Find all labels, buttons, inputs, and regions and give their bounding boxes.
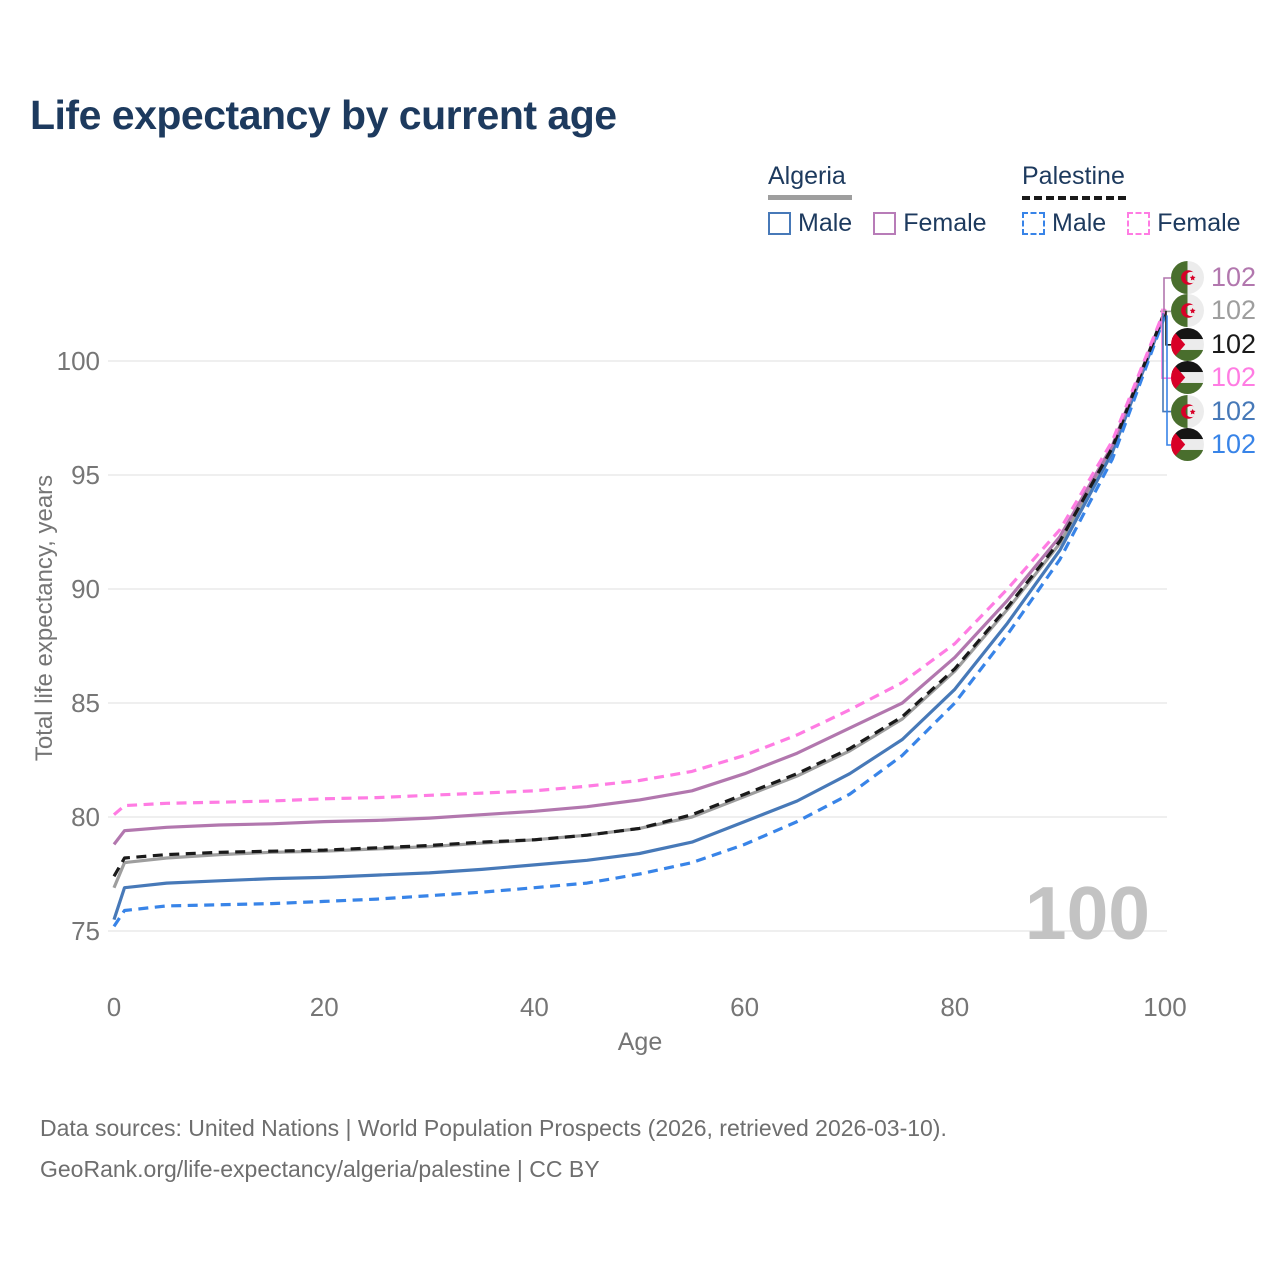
palestine-flag-icon (1171, 428, 1204, 461)
svg-text:20: 20 (310, 992, 339, 1022)
legend-label-palestine-male[interactable]: Male (1052, 209, 1107, 237)
end-label-value: 102 (1211, 262, 1257, 292)
svg-text:40: 40 (520, 992, 549, 1022)
series-end-label-palestine-all: 102 (1171, 327, 1257, 361)
series-end-label-algeria-female: 102 (1171, 261, 1256, 294)
svg-text:0: 0 (107, 992, 121, 1022)
series-end-label-algeria-male: 102 (1171, 394, 1257, 428)
series-end-label-palestine-male: 102 (1171, 428, 1256, 461)
page-title: Life expectancy by current age (30, 92, 617, 138)
svg-text:85: 85 (71, 688, 100, 718)
legend-country-algeria[interactable]: Algeria (768, 162, 846, 190)
series-end-label-palestine-female: 102 (1171, 361, 1257, 395)
algeria-flag-icon (1171, 294, 1204, 328)
legend-swatch-palestine-female[interactable] (1127, 212, 1151, 235)
end-label-value: 102 (1211, 429, 1257, 459)
palestine-flag-icon (1171, 327, 1204, 361)
legend-country-palestine[interactable]: Palestine (1022, 162, 1125, 190)
series-end-label-algeria-all: 102 (1171, 294, 1257, 328)
end-label-value: 102 (1211, 362, 1257, 393)
footer-sources-line: Data sources: United Nations | World Pop… (40, 1115, 947, 1141)
legend-label-palestine-female[interactable]: Female (1157, 209, 1241, 237)
svg-text:95: 95 (71, 460, 100, 490)
algeria-flag-icon (1171, 394, 1204, 428)
y-axis-label: Total life expectancy, years (31, 474, 58, 762)
data-sources-footer: Data sources: United Nations | World Pop… (40, 1108, 947, 1190)
legend-group-palestine: Palestine Male Female (1022, 162, 1241, 236)
legend-group-algeria: Algeria Male Female (768, 162, 987, 236)
svg-text:90: 90 (71, 574, 100, 604)
legend-swatch-palestine-male[interactable] (1022, 212, 1045, 235)
palestine-flag-icon (1171, 361, 1204, 395)
legend-swatch-algeria-female[interactable] (873, 212, 897, 235)
end-label-value: 102 (1211, 295, 1257, 326)
current-age-watermark: 100 (1024, 871, 1150, 955)
legend-label-algeria-female[interactable]: Female (903, 209, 987, 237)
svg-text:60: 60 (730, 992, 759, 1022)
algeria-flag-icon (1171, 261, 1204, 294)
svg-text:75: 75 (71, 916, 100, 946)
svg-text:80: 80 (71, 802, 100, 832)
legend-algeria-all-line-swatch (768, 195, 852, 200)
x-axis-label: Age (617, 1028, 663, 1056)
svg-text:100: 100 (57, 346, 100, 376)
legend-palestine-all-line-swatch (1022, 196, 1126, 200)
legend-label-algeria-male[interactable]: Male (798, 209, 853, 237)
footer-attribution-line[interactable]: GeoRank.org/life-expectancy/algeria/pale… (40, 1155, 600, 1182)
end-label-value: 102 (1211, 328, 1257, 359)
svg-text:80: 80 (940, 992, 969, 1022)
end-label-value: 102 (1211, 395, 1257, 426)
svg-text:100: 100 (1143, 992, 1186, 1022)
legend-swatch-algeria-male[interactable] (768, 212, 791, 235)
